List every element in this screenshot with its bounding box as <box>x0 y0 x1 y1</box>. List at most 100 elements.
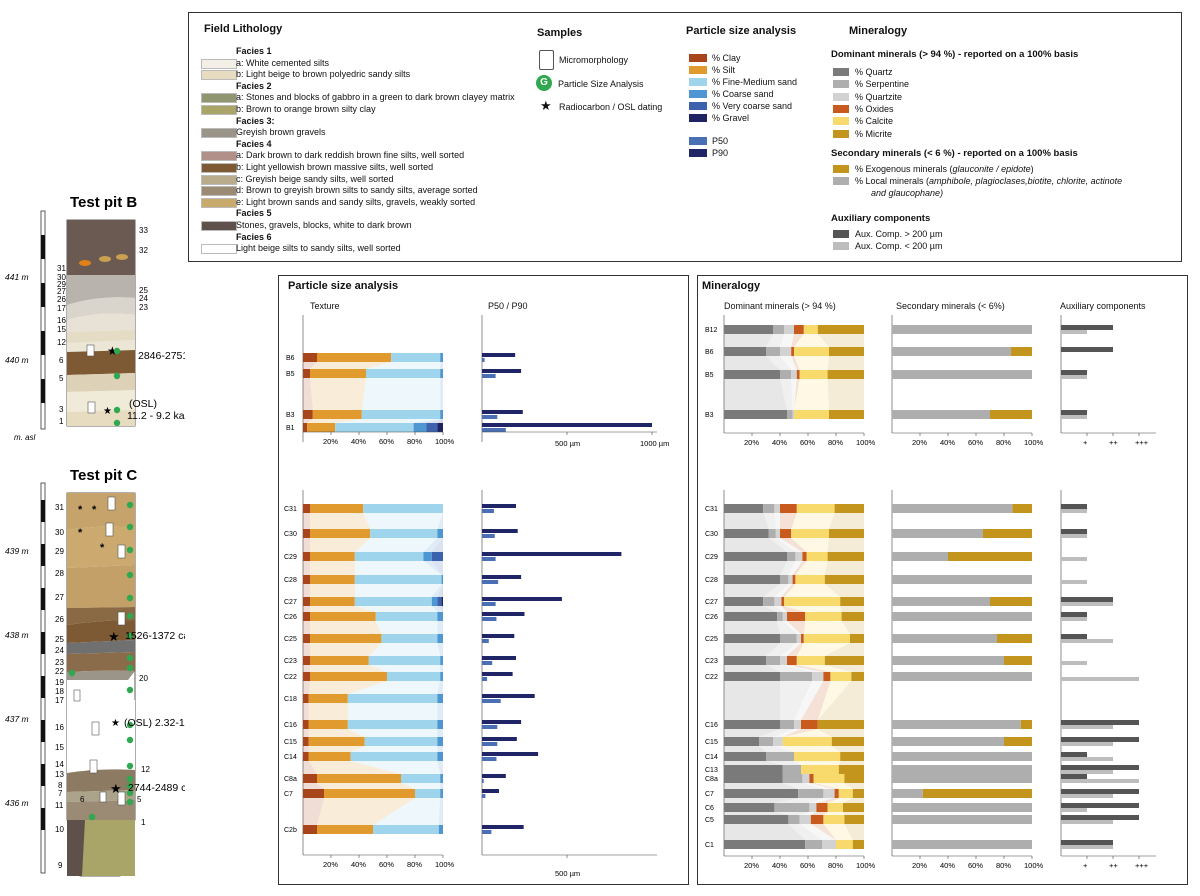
texture-ribbon <box>423 538 443 552</box>
texture-ribbon <box>373 798 441 825</box>
aux-lt200-bar <box>1061 845 1113 849</box>
aux-legend-swatch <box>833 230 849 238</box>
dominant-bar-segment <box>799 370 828 379</box>
dominant-ribbon <box>781 606 806 612</box>
dominant-bar-segment <box>852 789 864 798</box>
aux-lt200-bar <box>1061 820 1113 824</box>
aux-legend-label: Aux. Comp. > 200 µm <box>855 229 943 239</box>
dominant-legend-label: % Quartzite <box>855 91 903 102</box>
pit-c-column: * * * * <box>66 492 136 877</box>
texture-bar-segment <box>335 423 414 432</box>
pit-b-elev-441: 441 m <box>5 272 29 282</box>
texture-ribbon <box>431 606 443 612</box>
aux-gt200-bar <box>1061 370 1087 375</box>
dominant-ribbon <box>724 761 783 765</box>
dominant-legend-swatch <box>833 117 849 126</box>
dominant-ribbon <box>794 334 829 347</box>
dominant-axis-x-bottom-label: 20% <box>744 861 759 870</box>
p90-bar <box>482 552 622 556</box>
texture-bar-segment <box>310 504 364 513</box>
lithology-swatch <box>201 244 237 255</box>
pit-c-date-star-2: ★ <box>111 718 120 729</box>
lithology-item-label: b: Light yellowish brown massive silts, … <box>236 162 434 172</box>
dominant-bar-segment <box>780 720 794 729</box>
secondary-bar-segment <box>892 765 1032 774</box>
texture-ribbon <box>437 621 443 634</box>
dominant-ribbon <box>813 783 853 789</box>
samples-micromorphology: Micromorphology <box>559 55 629 65</box>
texture-axis-x-top-label: 80% <box>407 437 422 446</box>
dominant-bar-segment <box>823 815 845 824</box>
dominant-legend-label: % Calcite <box>855 116 894 127</box>
psa-legend-title: Particle size analysis <box>686 25 797 37</box>
dominant-bar-segment <box>763 597 775 606</box>
texture-ribbon <box>354 538 438 552</box>
texture-bar-segment <box>303 504 310 513</box>
texture-bar-segment <box>437 634 443 643</box>
texture-sample-label: C27 <box>284 599 297 606</box>
pit-c-date-2: (OSL) 2.32-1.95 ka <box>124 717 185 729</box>
dominant-ribbon <box>766 643 797 656</box>
secondary-bar-segment <box>892 737 1004 746</box>
dominant-bar-segment <box>773 737 783 746</box>
p50-bar <box>482 617 497 621</box>
aux-legend-label: Aux. Comp. < 200 µm <box>855 241 943 251</box>
dominant-bar-segment <box>794 410 829 419</box>
dominant-ribbon <box>809 783 839 789</box>
dominant-ribbon <box>759 729 794 737</box>
texture-ribbon <box>303 643 310 656</box>
texture-sample-label: C15 <box>284 739 297 746</box>
lithology-facies-heading: Facies 4 <box>236 138 272 149</box>
pit-c-layer: 10 <box>55 825 64 834</box>
texture-bar-segment <box>303 353 317 362</box>
pit-b-layer-numbers: 33 32 31 30 29 27 26 17 16 15 12 6 5 3 1… <box>57 226 148 426</box>
dominant-bar-segment <box>724 803 775 812</box>
p-legend-swatch <box>689 137 707 145</box>
lithology-swatch <box>201 105 237 115</box>
p90-bar <box>482 369 522 373</box>
secondary-bar-segment <box>892 789 923 798</box>
secondary-bar-segment <box>892 815 1032 824</box>
texture-ribbon <box>363 513 443 529</box>
dominant-sample-label: C8a <box>705 776 718 783</box>
texture-ribbon <box>437 419 443 423</box>
p-legend-swatch <box>689 149 707 157</box>
dominant-bar-segment <box>781 597 785 606</box>
dominant-bar-segment <box>788 575 793 584</box>
pit-c-layer: 20 <box>139 674 148 683</box>
texture-ribbon <box>310 621 382 634</box>
pit-b-elev-440: 440 m <box>5 355 29 365</box>
lithology-item-label: d: Brown to greyish brown silts to sandy… <box>236 185 478 196</box>
dominant-bar-segment <box>850 634 864 643</box>
dominant-bar-segment <box>840 752 864 761</box>
dominant-bar-segment <box>724 410 787 419</box>
texture-bar-segment <box>303 529 310 538</box>
aux-axis-x-top-label: +++ <box>1135 438 1149 447</box>
svg-text:*: * <box>100 542 105 554</box>
aux-legend-swatch <box>833 242 849 250</box>
pit-c-elev-438: 438 m <box>5 630 29 640</box>
dominant-bar-segment <box>724 752 766 761</box>
dominant-ribbon <box>827 379 864 410</box>
secondary-bar-segment <box>892 612 1032 621</box>
aux-lt200-bar <box>1061 375 1087 379</box>
dominant-ribbon <box>791 334 804 347</box>
texture-bar-segment <box>303 575 310 584</box>
p-axis-x-top-label: 1000 µm <box>640 439 669 448</box>
texture-bar-segment <box>437 720 443 729</box>
star-icon: ★ <box>540 98 552 113</box>
texture-ribbon <box>361 378 441 410</box>
texture-bar-segment <box>310 656 369 665</box>
texture-ribbon <box>423 561 443 575</box>
p50-bar <box>482 534 495 538</box>
p90-bar <box>482 529 518 533</box>
texture-bar-segment <box>308 694 348 703</box>
texture-bar-segment <box>303 774 317 783</box>
dominant-ribbon <box>816 798 839 803</box>
dominant-bar-segment <box>802 774 810 783</box>
texture-ribbon <box>310 561 355 575</box>
pit-c-layer: 25 <box>55 635 64 644</box>
dominant-ribbon <box>791 379 797 410</box>
lithology-item-label: Stones, gravels, blocks, white to dark b… <box>236 220 412 230</box>
texture-ribbon <box>437 606 443 612</box>
